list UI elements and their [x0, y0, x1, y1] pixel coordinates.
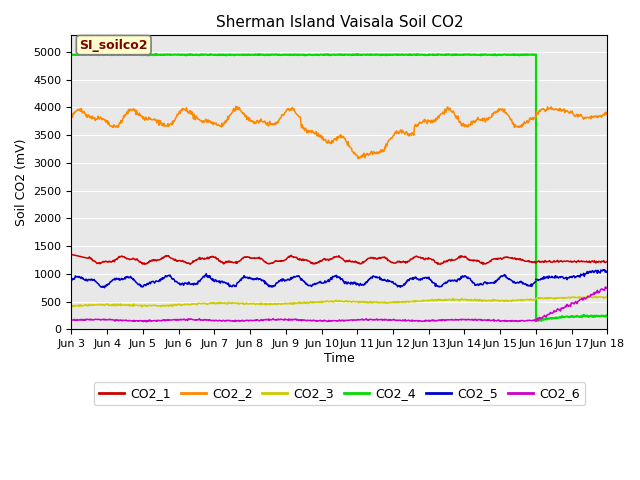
Title: Sherman Island Vaisala Soil CO2: Sherman Island Vaisala Soil CO2: [216, 15, 463, 30]
Legend: CO2_1, CO2_2, CO2_3, CO2_4, CO2_5, CO2_6: CO2_1, CO2_2, CO2_3, CO2_4, CO2_5, CO2_6: [93, 383, 585, 406]
X-axis label: Time: Time: [324, 352, 355, 365]
Text: SI_soilco2: SI_soilco2: [79, 38, 148, 51]
Y-axis label: Soil CO2 (mV): Soil CO2 (mV): [15, 139, 28, 226]
